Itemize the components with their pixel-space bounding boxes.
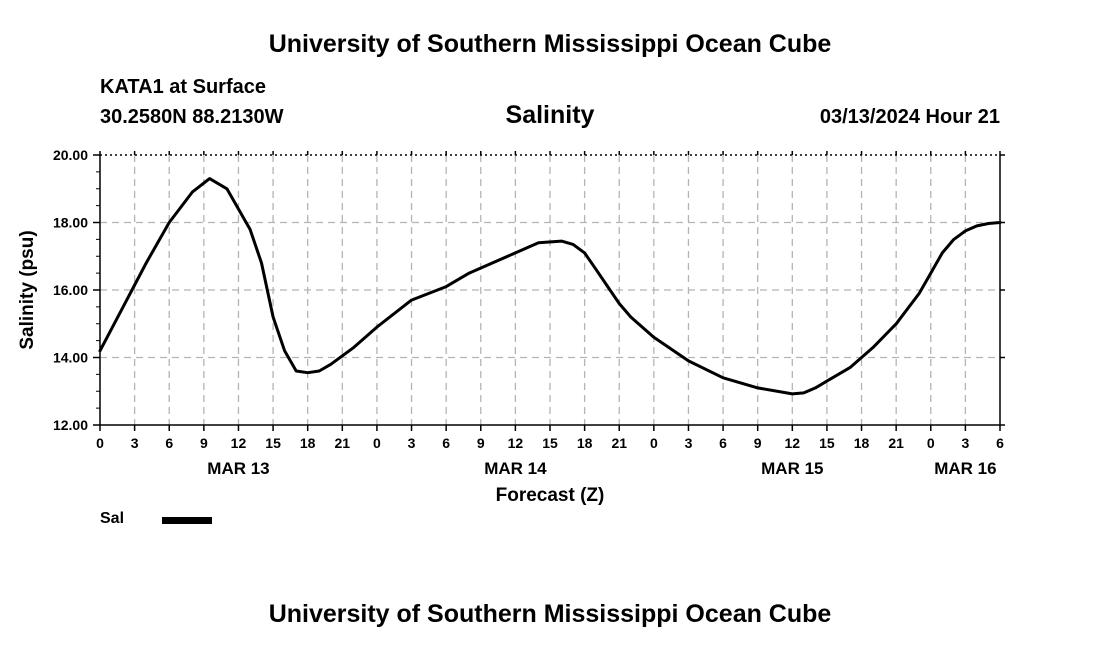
day-label: MAR 16 (934, 459, 996, 478)
series-line-sal (98, 177, 1002, 396)
x-tick-label: 0 (373, 435, 381, 451)
datetime-label: 03/13/2024 Hour 21 (819, 106, 1000, 128)
x-tick-label: 12 (231, 435, 247, 451)
x-tick-label: 6 (442, 435, 450, 451)
x-tick-label: 3 (685, 435, 693, 451)
legend-label: Sal (100, 510, 125, 527)
x-tick-label: 21 (335, 435, 351, 451)
y-tick-label: 20.00 (53, 147, 88, 163)
station-label: KATA1 at Surface (100, 76, 266, 98)
y-tick-label: 12.00 (53, 417, 88, 433)
x-tick-label: 15 (542, 435, 558, 451)
x-tick-label: 6 (719, 435, 727, 451)
x-tick-label: 3 (961, 435, 969, 451)
x-tick-label: 0 (650, 435, 658, 451)
day-label: MAR 14 (484, 459, 547, 478)
x-tick-label: 12 (508, 435, 524, 451)
day-label: MAR 15 (761, 459, 823, 478)
y-tick-label: 16.00 (53, 282, 88, 298)
y-axis-label: Salinity (psu) (17, 230, 38, 349)
coordinates-label: 30.2580N 88.2130W (100, 106, 284, 128)
x-tick-label: 6 (165, 435, 173, 451)
x-tick-label: 15 (265, 435, 281, 451)
x-tick-label: 12 (785, 435, 801, 451)
x-tick-label: 0 (96, 435, 104, 451)
day-label: MAR 13 (207, 459, 269, 478)
footer-title: University of Southern Mississippi Ocean… (268, 600, 832, 628)
x-tick-label: 0 (927, 435, 935, 451)
x-tick-label: 15 (819, 435, 835, 451)
x-tick-label: 3 (131, 435, 139, 451)
y-tick-label: 18.00 (53, 215, 88, 231)
chart-title: Salinity (505, 101, 595, 129)
x-tick-label: 9 (477, 435, 485, 451)
x-tick-label: 9 (200, 435, 208, 451)
legend-swatch (162, 517, 212, 524)
x-tick-label: 6 (996, 435, 1004, 451)
x-tick-label: 3 (408, 435, 416, 451)
x-tick-label: 21 (888, 435, 904, 451)
x-axis-label: Forecast (Z) (496, 485, 605, 506)
x-tick-label: 18 (300, 435, 316, 451)
page-title: University of Southern Mississippi Ocean… (268, 30, 832, 58)
x-tick-label: 9 (754, 435, 762, 451)
y-tick-label: 14.00 (53, 350, 88, 366)
x-tick-label: 18 (577, 435, 593, 451)
x-tick-label: 18 (854, 435, 870, 451)
x-tick-label: 21 (611, 435, 627, 451)
